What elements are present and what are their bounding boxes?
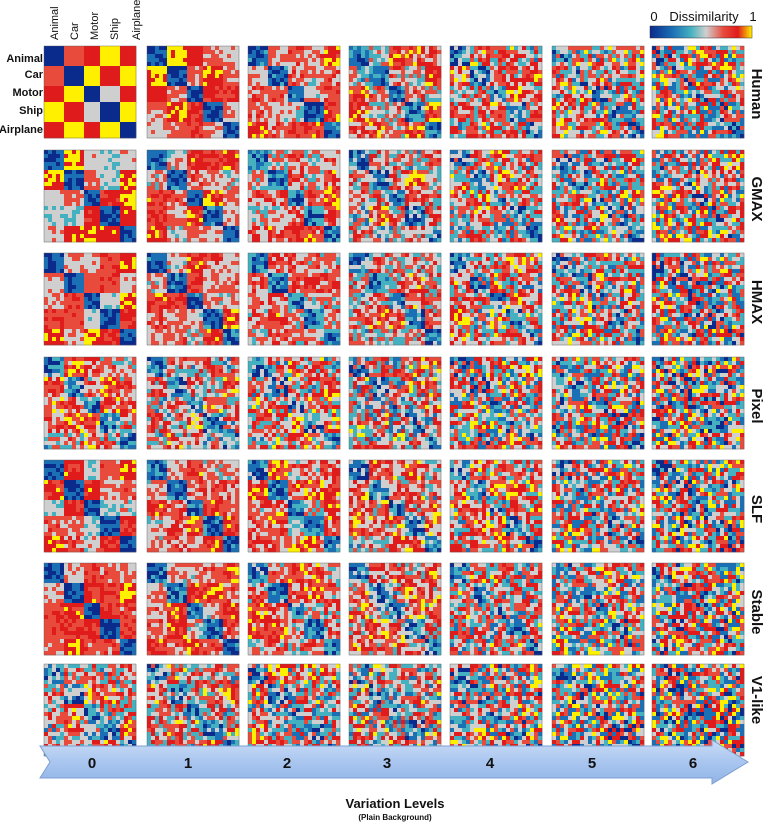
matrix-v1like-level-4 bbox=[449, 663, 543, 757]
matrix-slf-level-3 bbox=[348, 459, 442, 553]
matrix-stable-level-0 bbox=[43, 562, 137, 656]
matrix-stable-level-2 bbox=[247, 562, 341, 656]
matrix-stable-level-5 bbox=[551, 562, 645, 656]
variation-level-4: 4 bbox=[486, 755, 495, 772]
matrix-v1like-level-5 bbox=[551, 663, 645, 757]
matrix-hmax-level-1 bbox=[146, 252, 240, 346]
matrix-human-level-6 bbox=[651, 45, 745, 139]
matrix-stable-level-6 bbox=[651, 562, 745, 656]
colorbar-gradient bbox=[649, 25, 753, 39]
left-category-labels: Animal Car Motor Ship Airplane bbox=[0, 53, 44, 136]
model-label-human: Human bbox=[748, 69, 765, 120]
model-label-slf: SLF bbox=[748, 495, 765, 523]
variation-level-3: 3 bbox=[383, 755, 391, 772]
matrix-gmax-level-6 bbox=[651, 149, 745, 243]
matrix-gmax-level-2 bbox=[247, 149, 341, 243]
variation-level-6: 6 bbox=[689, 755, 697, 772]
top-label-airplane: Airplane bbox=[131, 0, 143, 40]
matrix-hmax-level-0 bbox=[43, 252, 137, 346]
matrix-slf-level-4 bbox=[449, 459, 543, 553]
matrix-gmax-level-1 bbox=[146, 149, 240, 243]
model-label-pixel: Pixel bbox=[748, 388, 765, 423]
matrix-pixel-level-0 bbox=[43, 356, 137, 450]
top-category-labels: Animal Car Motor Ship Airplane bbox=[49, 0, 143, 40]
colorbar: 0 Dissimilarity 1 bbox=[649, 9, 757, 39]
top-label-animal: Animal bbox=[49, 6, 61, 40]
matrix-v1like-level-2 bbox=[247, 663, 341, 757]
matrix-slf-level-5 bbox=[551, 459, 645, 553]
colorbar-max-label: 1 bbox=[749, 9, 756, 24]
matrix-gmax-level-4 bbox=[449, 149, 543, 243]
matrix-slf-level-2 bbox=[247, 459, 341, 553]
matrix-hmax-level-3 bbox=[348, 252, 442, 346]
matrix-stable-level-1 bbox=[146, 562, 240, 656]
model-labels: Human GMAX HMAX Pixel SLF Stable V1-like bbox=[748, 69, 765, 725]
matrix-stable-level-4 bbox=[449, 562, 543, 656]
x-axis-sublabel: (Plain Background) bbox=[358, 813, 432, 822]
matrix-human-level-2 bbox=[247, 45, 341, 139]
matrix-hmax-level-4 bbox=[449, 252, 543, 346]
variation-level-0: 0 bbox=[88, 755, 96, 772]
matrix-slf-level-1 bbox=[146, 459, 240, 553]
variation-level-5: 5 bbox=[588, 755, 596, 772]
matrix-human-level-1 bbox=[146, 45, 240, 139]
matrix-v1like-level-1 bbox=[146, 663, 240, 757]
matrix-gmax-level-0 bbox=[43, 149, 137, 243]
variation-level-1: 1 bbox=[184, 755, 192, 772]
matrix-hmax-level-5 bbox=[551, 252, 645, 346]
left-label-animal: Animal bbox=[6, 53, 43, 65]
matrix-pixel-level-3 bbox=[348, 356, 442, 450]
x-axis-label: Variation Levels bbox=[346, 796, 445, 811]
matrix-human-level-3 bbox=[348, 45, 442, 139]
rdm-matrix-grid bbox=[43, 45, 745, 757]
matrix-gmax-level-3 bbox=[348, 149, 442, 243]
model-label-hmax: HMAX bbox=[748, 280, 765, 324]
matrix-human-level-5 bbox=[551, 45, 645, 139]
model-label-v1like: V1-like bbox=[748, 676, 765, 724]
matrix-hmax-level-2 bbox=[247, 252, 341, 346]
left-label-airplane: Airplane bbox=[0, 124, 43, 136]
matrix-slf-level-6 bbox=[651, 459, 745, 553]
matrix-pixel-level-2 bbox=[247, 356, 341, 450]
top-label-motor: Motor bbox=[89, 12, 101, 40]
matrix-pixel-level-4 bbox=[449, 356, 543, 450]
left-label-ship: Ship bbox=[19, 105, 43, 117]
matrix-v1like-level-6 bbox=[651, 663, 745, 757]
left-label-motor: Motor bbox=[12, 87, 43, 99]
colorbar-min-label: 0 bbox=[650, 9, 657, 24]
model-label-gmax: GMAX bbox=[748, 177, 765, 222]
matrix-slf-level-0 bbox=[43, 459, 137, 553]
matrix-stable-level-3 bbox=[348, 562, 442, 656]
matrix-pixel-level-5 bbox=[551, 356, 645, 450]
matrix-v1like-level-3 bbox=[348, 663, 442, 757]
matrix-human-level-0 bbox=[43, 45, 137, 139]
model-label-stable: Stable bbox=[748, 589, 765, 634]
colorbar-title: Dissimilarity bbox=[669, 9, 739, 24]
top-label-car: Car bbox=[69, 22, 81, 40]
variation-arrow-shape bbox=[39, 739, 749, 785]
matrix-pixel-level-6 bbox=[651, 356, 745, 450]
matrix-human-level-4 bbox=[449, 45, 543, 139]
top-label-ship: Ship bbox=[109, 18, 121, 40]
matrix-hmax-level-6 bbox=[651, 252, 745, 346]
variation-arrow bbox=[39, 739, 749, 785]
left-label-car: Car bbox=[25, 69, 44, 81]
variation-level-labels: 0 1 2 3 4 5 6 bbox=[88, 755, 697, 772]
matrix-pixel-level-1 bbox=[146, 356, 240, 450]
variation-level-2: 2 bbox=[283, 755, 291, 772]
matrix-v1like-level-0 bbox=[43, 663, 137, 757]
matrix-gmax-level-5 bbox=[551, 149, 645, 243]
